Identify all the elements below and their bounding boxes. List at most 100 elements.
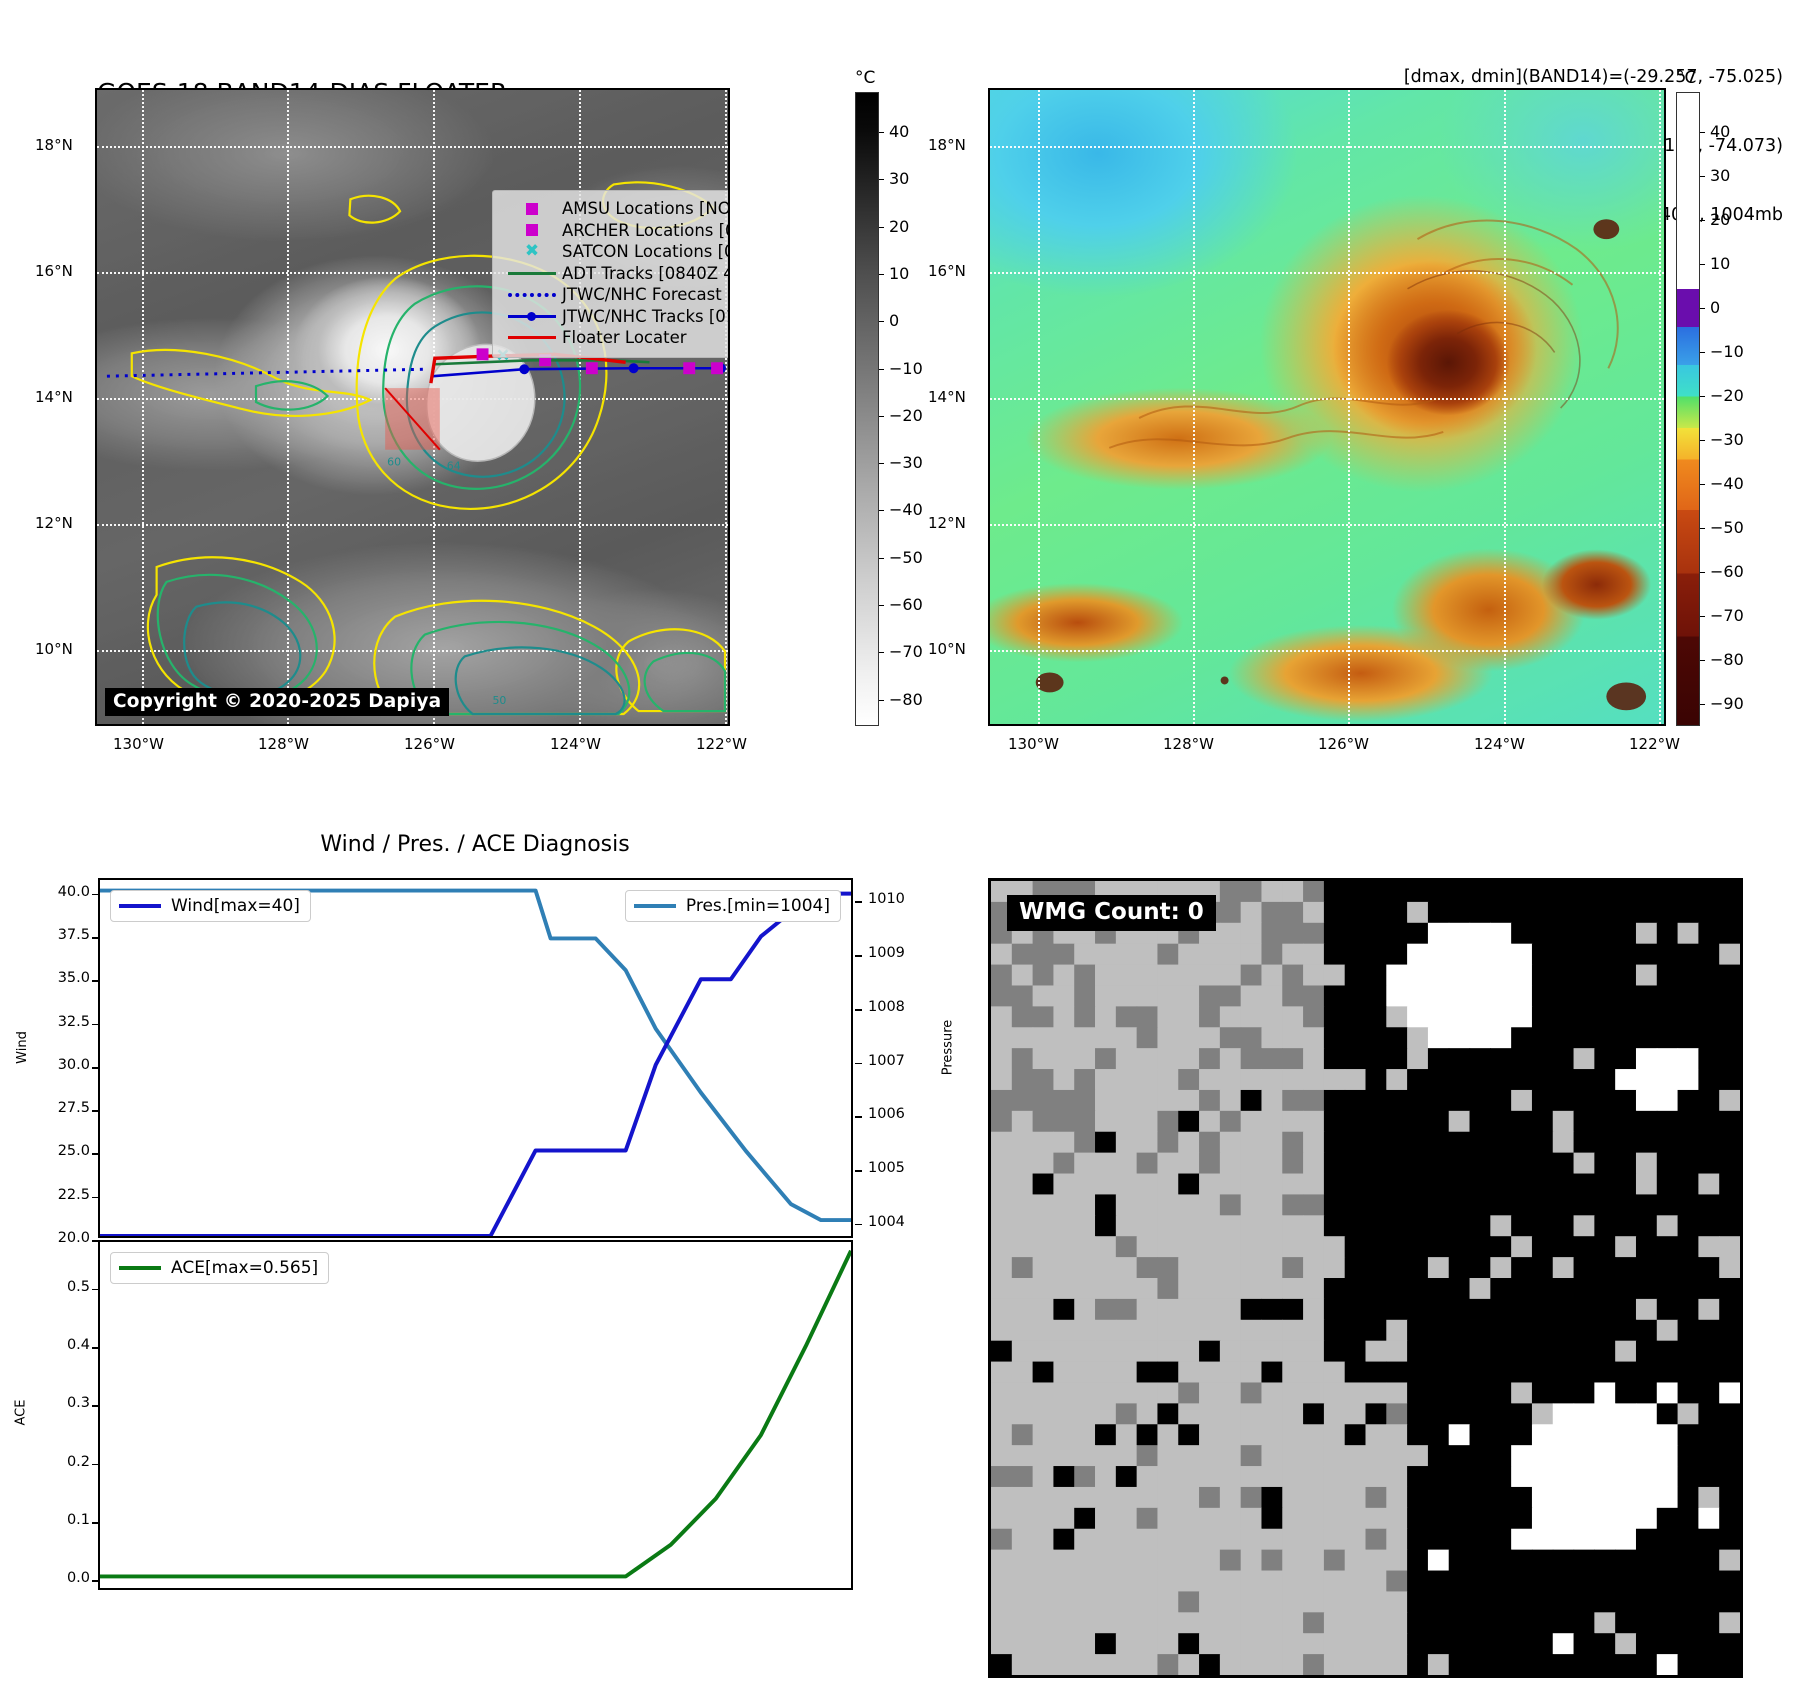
wmg-cell — [1282, 1361, 1304, 1384]
wmg-cell — [1219, 1278, 1242, 1300]
wmg-cell — [1469, 1257, 1491, 1279]
colorbar-tick-label: 30 — [889, 169, 910, 189]
wmg-cell — [1407, 1131, 1429, 1154]
wmg-cell — [1136, 1027, 1159, 1049]
wmg-cell — [1219, 1006, 1242, 1028]
wmg-cell — [1303, 1278, 1325, 1300]
wmg-cell — [1344, 1319, 1367, 1342]
wmg-cell — [991, 1089, 1013, 1112]
ir-satellite-panel[interactable]: 60 64 50 — [95, 88, 730, 726]
wmg-cell — [1677, 1528, 1699, 1551]
wmg-cell — [1635, 1424, 1658, 1446]
wmg-cell — [1053, 1257, 1075, 1279]
wmg-cell — [1615, 1466, 1637, 1488]
wmg-cell — [1199, 1382, 1221, 1404]
wmg-cell — [991, 1570, 1013, 1593]
ace-line-swatch — [119, 1266, 161, 1270]
wmg-cell — [1323, 1027, 1346, 1049]
wmg-cell — [1594, 1298, 1616, 1321]
wmg-cell — [1157, 1152, 1179, 1175]
wmg-cell — [1011, 1236, 1034, 1258]
wmg-cell — [1365, 1486, 1387, 1509]
ace-chart[interactable]: ACE[max=0.565] — [98, 1240, 853, 1590]
wmg-cell — [1219, 1340, 1242, 1363]
series-line — [100, 1249, 851, 1579]
wmg-cell — [1427, 1445, 1450, 1467]
wmg-cell — [1594, 1654, 1616, 1675]
wmg-cell — [1365, 1612, 1387, 1634]
lon-tick-label: 130°W — [113, 735, 164, 753]
legend-item: JTWC/NHC Forecast [01/0000Z] — [502, 284, 728, 306]
dotted-line-icon — [502, 292, 562, 297]
wmg-cell — [1719, 1194, 1740, 1216]
wmg-cell — [1407, 985, 1429, 1007]
wind-pressure-chart[interactable]: Wind[max=40] Pres.[min=1004] — [98, 878, 853, 1238]
wmg-cell — [1490, 1110, 1512, 1133]
wmg-cell — [1240, 1048, 1263, 1070]
wmg-cell — [1531, 1591, 1554, 1613]
wmg-panel[interactable]: WMG Count: 0 — [988, 878, 1743, 1678]
wmg-cell — [1032, 1466, 1055, 1488]
wmg-cell — [1303, 1236, 1325, 1258]
wmg-cell — [1074, 1424, 1096, 1446]
enhanced-satellite-panel[interactable] — [988, 88, 1666, 726]
wmg-cell — [1407, 943, 1429, 966]
wind-tick-mark — [92, 1153, 99, 1156]
wmg-cell — [1490, 1612, 1512, 1634]
wmg-cell — [1427, 1466, 1450, 1488]
wmg-cell — [1115, 1319, 1138, 1342]
wmg-cell — [1448, 1215, 1471, 1237]
wind-tick-mark — [92, 1110, 99, 1112]
wmg-cell — [1074, 1466, 1096, 1488]
colorbar-tick-mark — [1700, 528, 1705, 529]
wmg-cell — [1615, 881, 1637, 903]
wmg-cell — [1594, 1445, 1616, 1467]
wmg-cell — [1490, 901, 1512, 924]
wmg-cell — [1386, 1612, 1408, 1634]
gridline-vertical — [1038, 90, 1040, 724]
wmg-cell — [1157, 1131, 1179, 1154]
wmg-cell — [1240, 1069, 1263, 1091]
wmg-cell — [991, 1278, 1013, 1300]
ace-plot — [100, 1249, 851, 1579]
wmg-cell — [1635, 1466, 1658, 1488]
wmg-cell — [1427, 1194, 1450, 1216]
wind-axis-label: Wind — [14, 1031, 30, 1064]
wmg-cell — [1261, 1069, 1283, 1091]
wind-tick-mark — [92, 1066, 99, 1069]
wmg-cell — [1407, 1278, 1429, 1300]
wmg-cell — [1053, 1027, 1075, 1049]
wmg-cell — [1323, 1466, 1346, 1488]
wmg-cell — [991, 1257, 1013, 1279]
wmg-cell — [1074, 1591, 1096, 1613]
wmg-cell — [1386, 1382, 1408, 1404]
colorbar-tick-mark — [879, 652, 884, 654]
wmg-cell — [1635, 964, 1658, 987]
wmg-cell — [1199, 985, 1221, 1007]
wmg-cell — [1282, 943, 1304, 966]
wmg-cell — [1469, 1173, 1491, 1196]
wmg-cell — [1303, 1507, 1325, 1530]
wmg-cell — [1365, 1633, 1387, 1655]
wmg-cell — [1386, 1591, 1408, 1613]
wmg-cell — [1615, 1089, 1637, 1112]
wmg-cell — [1240, 901, 1263, 924]
wmg-cell — [1365, 1089, 1387, 1112]
wmg-cell — [1053, 1194, 1075, 1216]
wmg-cell — [1677, 1507, 1699, 1530]
wmg-cell — [1157, 1612, 1179, 1634]
wmg-cell — [1635, 1507, 1658, 1530]
wmg-cell — [1552, 901, 1575, 924]
wmg-cell — [1594, 1048, 1616, 1070]
wmg-cell — [991, 1194, 1013, 1216]
wind-tick-label: 35.0 — [57, 970, 90, 987]
wmg-cell — [1469, 1110, 1491, 1133]
wmg-cell — [991, 1069, 1013, 1091]
wmg-cell — [1531, 964, 1554, 987]
wind-tick-label: 25.0 — [57, 1143, 90, 1160]
wmg-cell — [1594, 1591, 1616, 1613]
wmg-cell — [1011, 1633, 1034, 1655]
wmg-cell — [1199, 1298, 1221, 1321]
wmg-cell — [1573, 1612, 1595, 1634]
wmg-cell — [1344, 1403, 1367, 1425]
